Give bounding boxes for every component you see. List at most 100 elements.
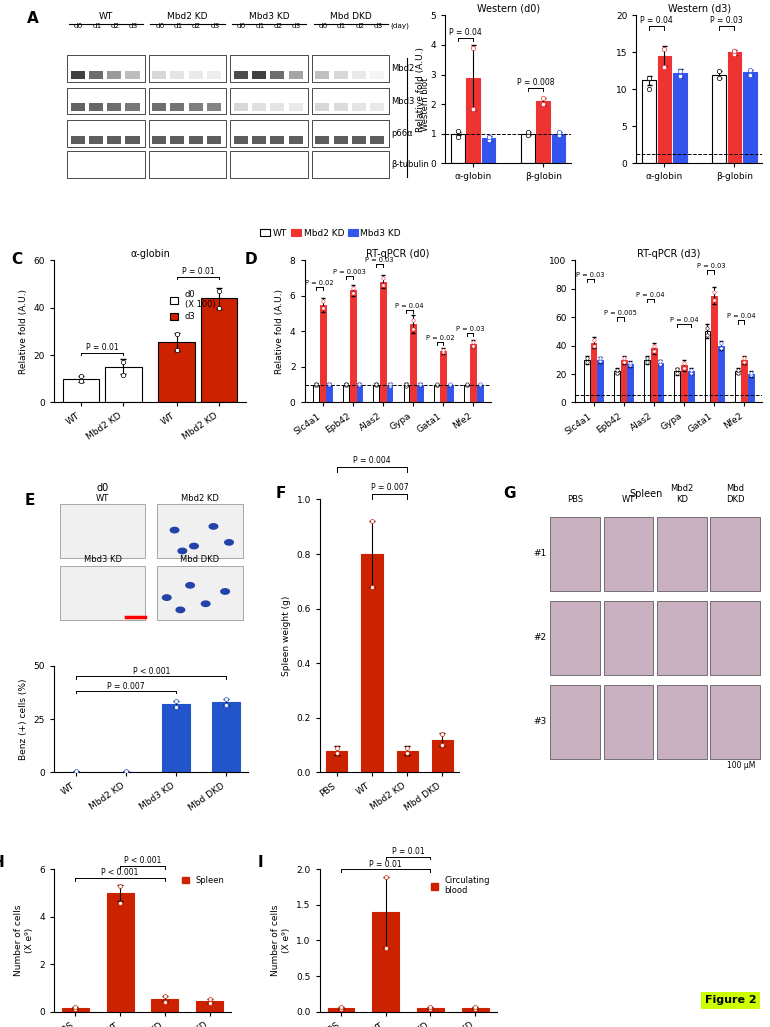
Bar: [67, 120, 145, 147]
Point: [641, 349, 654, 366]
Point: [346, 279, 359, 296]
Point: [713, 63, 725, 79]
Bar: [551, 601, 600, 675]
Point: [581, 349, 593, 366]
Text: P = 0.03: P = 0.03: [697, 263, 725, 269]
Text: d2: d2: [355, 23, 364, 29]
Point: [552, 124, 564, 141]
Bar: [149, 120, 226, 147]
Point: [483, 131, 495, 148]
Point: [70, 763, 82, 779]
Bar: [551, 517, 600, 591]
Bar: [628, 364, 633, 403]
Bar: [333, 136, 347, 144]
Text: P < 0.001: P < 0.001: [124, 855, 161, 865]
Point: [331, 739, 343, 756]
Point: [588, 332, 600, 348]
Text: #1: #1: [533, 549, 546, 559]
Bar: [675, 371, 680, 403]
Point: [685, 365, 697, 381]
Point: [366, 514, 378, 530]
Text: #2: #2: [533, 634, 546, 642]
Bar: [71, 71, 85, 79]
Point: [674, 63, 686, 79]
Bar: [326, 751, 347, 772]
Point: [407, 320, 419, 337]
Text: C: C: [12, 252, 23, 267]
Bar: [710, 517, 760, 591]
Bar: [352, 103, 366, 111]
Text: H: H: [0, 855, 5, 870]
Point: [678, 354, 690, 371]
Bar: [67, 55, 145, 82]
Point: [159, 988, 171, 1004]
Point: [340, 377, 353, 393]
Text: 100 μM: 100 μM: [727, 761, 755, 769]
Bar: [207, 103, 221, 111]
Bar: [482, 139, 495, 163]
Point: [316, 293, 329, 309]
Bar: [333, 71, 347, 79]
Point: [738, 349, 751, 366]
Y-axis label: Spleen weight (g): Spleen weight (g): [282, 596, 291, 676]
Bar: [252, 71, 266, 79]
Circle shape: [178, 548, 186, 554]
Point: [383, 376, 396, 392]
Bar: [333, 166, 347, 175]
Text: P = 0.007: P = 0.007: [108, 682, 145, 691]
Circle shape: [202, 601, 210, 606]
Point: [310, 376, 322, 392]
Point: [678, 360, 690, 377]
Text: P = 0.005: P = 0.005: [604, 310, 637, 316]
Point: [594, 353, 606, 370]
Legend: d0
(X 100), d3: d0 (X 100), d3: [169, 290, 215, 320]
Bar: [149, 55, 226, 82]
Bar: [352, 166, 366, 175]
Bar: [350, 291, 356, 403]
Point: [452, 128, 464, 145]
Point: [346, 284, 359, 301]
Point: [69, 1001, 82, 1018]
Text: d1: d1: [92, 23, 102, 29]
Circle shape: [186, 582, 194, 588]
Text: Mbd DKD: Mbd DKD: [330, 12, 372, 22]
Bar: [312, 151, 390, 178]
Bar: [270, 71, 284, 79]
Bar: [352, 71, 366, 79]
Bar: [551, 685, 600, 759]
Bar: [327, 1009, 354, 1012]
Text: WT: WT: [99, 12, 113, 22]
Bar: [71, 166, 85, 175]
Bar: [89, 71, 103, 79]
Bar: [397, 751, 417, 772]
Text: P = 0.02: P = 0.02: [426, 335, 454, 341]
Text: (day): (day): [390, 23, 409, 29]
Point: [624, 357, 637, 374]
Point: [203, 994, 216, 1011]
Text: Mbd DKD: Mbd DKD: [180, 556, 219, 565]
Text: d1: d1: [174, 23, 183, 29]
Title: α-globin: α-globin: [130, 250, 170, 260]
Bar: [60, 566, 146, 619]
Bar: [89, 136, 103, 144]
Bar: [149, 88, 226, 114]
Text: Mbd2 KD: Mbd2 KD: [181, 494, 219, 503]
Bar: [126, 166, 139, 175]
Bar: [320, 305, 326, 403]
Bar: [152, 103, 166, 111]
Circle shape: [162, 595, 171, 601]
Bar: [312, 55, 390, 82]
Bar: [361, 554, 383, 772]
Point: [70, 763, 82, 779]
Point: [708, 292, 720, 308]
Text: P = 0.01: P = 0.01: [392, 846, 424, 855]
Bar: [657, 601, 707, 675]
Point: [401, 746, 413, 762]
Point: [366, 578, 378, 595]
Bar: [107, 103, 121, 111]
Text: Mbd3 KD: Mbd3 KD: [84, 556, 122, 565]
Bar: [62, 1009, 89, 1012]
Text: d2: d2: [273, 23, 283, 29]
Y-axis label: Relative fold (A.U.): Relative fold (A.U.): [416, 47, 425, 131]
Bar: [333, 103, 347, 111]
